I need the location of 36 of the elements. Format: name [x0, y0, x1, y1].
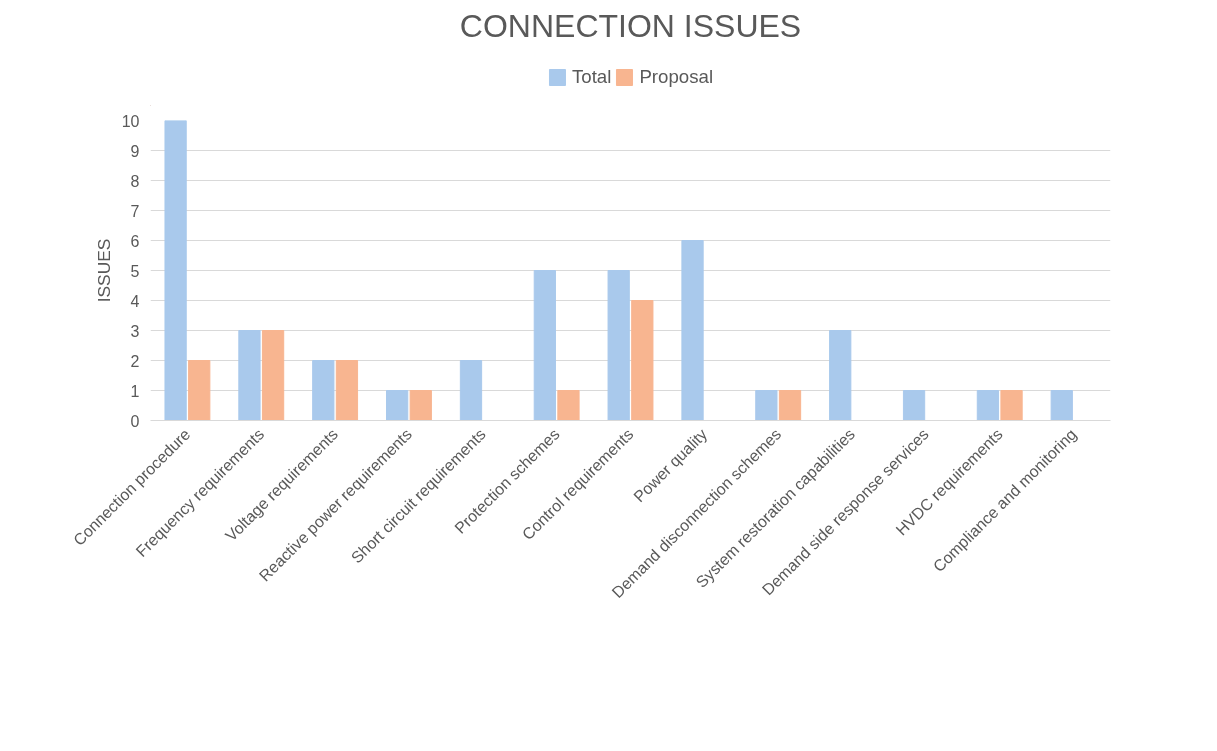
bar — [164, 120, 187, 421]
bar — [312, 360, 335, 421]
bar — [409, 390, 432, 421]
bar — [1050, 390, 1073, 421]
chart-title: CONNECTION ISSUES — [459, 7, 802, 44]
bar — [533, 270, 556, 421]
bar — [778, 390, 802, 421]
bar — [188, 360, 211, 421]
y-tick-label: 2 — [130, 352, 140, 370]
y-tick-label: 0 — [130, 412, 140, 430]
y-tick-label: 9 — [130, 142, 140, 160]
bar — [459, 360, 483, 421]
legend-label: Total — [571, 65, 612, 88]
bar — [681, 240, 704, 421]
bar — [238, 330, 261, 421]
y-tick-label: 10 — [121, 112, 140, 130]
bar — [557, 390, 580, 421]
bar — [976, 390, 1000, 421]
bar — [631, 300, 654, 421]
bar — [261, 330, 285, 421]
y-tick-label: 8 — [130, 172, 140, 190]
bar — [829, 330, 852, 421]
y-axis-title: ISSUES — [93, 238, 114, 303]
bar — [755, 390, 778, 421]
bar — [902, 390, 926, 421]
bar — [386, 390, 409, 421]
y-tick-label: 1 — [130, 382, 140, 400]
bar — [335, 360, 359, 421]
bar — [1000, 390, 1023, 421]
y-tick-label: 6 — [130, 232, 140, 250]
y-tick-label: 5 — [130, 262, 140, 280]
y-tick-label: 7 — [130, 202, 140, 220]
y-tick-label: 3 — [130, 322, 140, 340]
bar — [607, 270, 630, 421]
y-tick-label: 4 — [130, 292, 140, 310]
legend-label: Proposal — [639, 65, 714, 88]
